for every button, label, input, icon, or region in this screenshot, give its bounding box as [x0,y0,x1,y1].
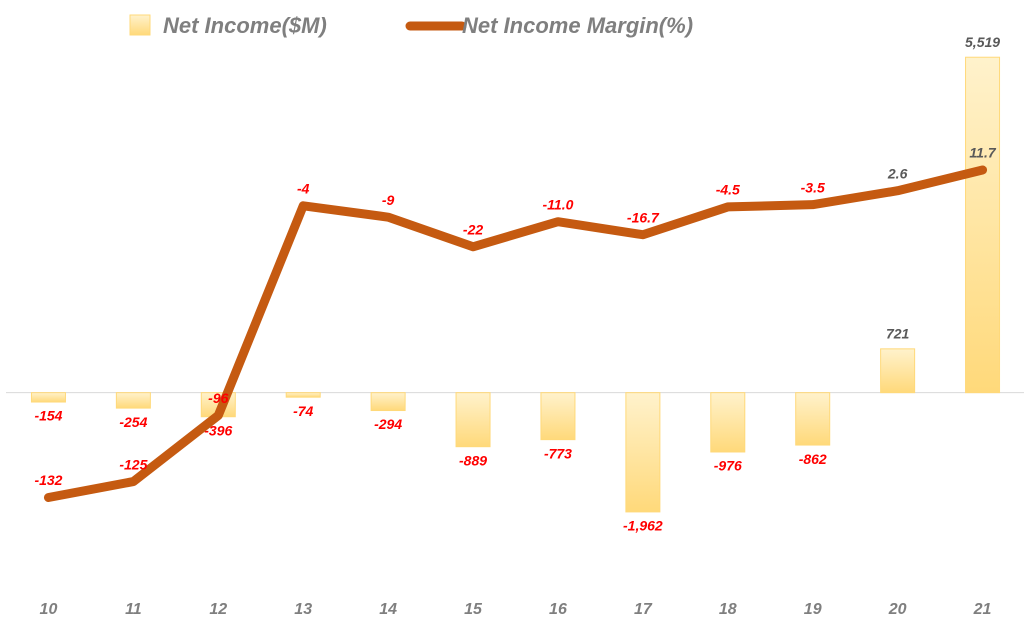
bar-value-label: -773 [544,445,572,461]
bar-value-label: -74 [293,403,313,419]
bar [710,392,746,453]
x-tick-label: 21 [973,601,992,618]
x-tick-label: 11 [125,601,142,618]
x-tick-label: 16 [549,601,567,618]
legend-label: Net Income Margin(%) [462,13,693,38]
bar-value-label: -154 [34,408,62,424]
line-value-label: -9 [382,192,395,208]
bar-value-label: -889 [459,452,487,468]
bar-value-label: -976 [714,458,742,474]
bar-value-label: -862 [799,451,827,467]
bar [965,56,1001,394]
bar [795,392,831,446]
bar-value-label: -254 [119,414,147,430]
bar [370,392,406,412]
bar [625,392,661,513]
line-value-label: -96 [208,390,228,406]
line-value-label: -125 [119,456,147,472]
bar [455,392,491,448]
bar-value-label: -1,962 [623,518,663,534]
bar [880,348,916,394]
bar [30,392,66,403]
x-tick-label: 19 [804,601,822,618]
line-value-label: 11.7 [969,145,996,161]
bar [285,392,321,398]
x-tick-label: 10 [40,601,58,618]
bar [540,392,576,441]
x-tick-label: 12 [209,601,227,618]
line-value-label: -22 [463,222,483,238]
legend-swatch [129,14,151,36]
x-tick-label: 18 [719,601,737,618]
line-value-label: -11.0 [543,196,574,212]
x-tick-label: 20 [888,601,907,618]
line-value-label: -4 [297,180,310,196]
x-tick-label: 13 [294,601,312,618]
line-value-label: 2.6 [887,165,908,181]
x-tick-label: 14 [379,601,397,618]
bar [115,392,151,409]
line [43,165,988,503]
bar-value-label: 5,519 [965,34,1000,50]
x-tick-label: 15 [464,601,483,618]
bar-value-label: 721 [886,326,910,342]
line-value-label: -16.7 [627,209,660,225]
line-value-label: -132 [34,472,62,488]
legend-label: Net Income($M) [163,13,327,38]
x-tick-label: 17 [634,601,653,618]
bar-value-label: -294 [374,416,402,432]
line-value-label: -4.5 [716,182,740,198]
line-value-label: -3.5 [801,179,825,195]
